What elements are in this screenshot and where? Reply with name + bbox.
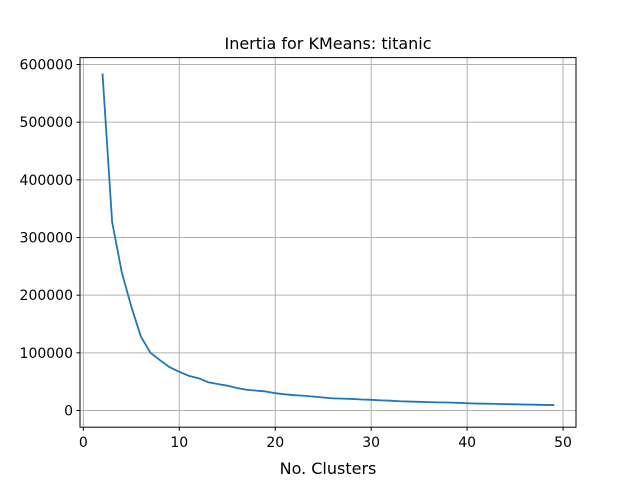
inertia-series-line: [101, 73, 555, 406]
y-tick-label: 600000: [20, 58, 73, 74]
x-tick-label: 30: [362, 435, 380, 451]
plot-frame: [79, 57, 577, 428]
grid-lines: [80, 57, 576, 428]
x-tick-label: 40: [458, 435, 476, 451]
x-tick-label: 50: [554, 435, 572, 451]
y-tick-label: 400000: [20, 173, 73, 189]
x-tick-label: 20: [266, 435, 284, 451]
y-tick-label: 200000: [20, 288, 73, 304]
y-tick-label: 500000: [20, 115, 73, 131]
y-tick-label: 100000: [20, 346, 73, 362]
y-tick-label: 300000: [20, 230, 73, 246]
y-tick-label: 0: [64, 403, 73, 419]
x-axis-label: No. Clusters: [280, 459, 377, 478]
chart-title: Inertia for KMeans: titanic: [224, 34, 431, 53]
x-tick-label: 0: [79, 435, 88, 451]
x-tick-label: 10: [170, 435, 188, 451]
axis-ticks: 0 10 20 30 40 50 0 100000 200000 300000 400000 5000…: [20, 58, 572, 452]
series-layer: [101, 73, 555, 406]
